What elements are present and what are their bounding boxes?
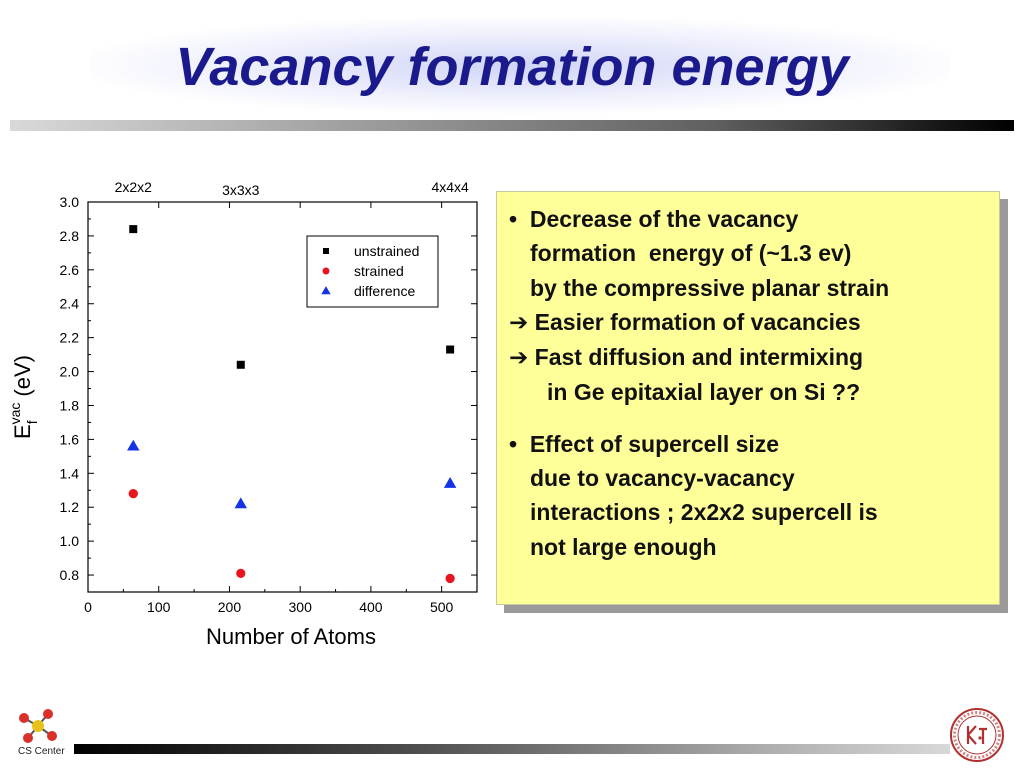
top-divider [10,120,1014,131]
note-line-9: interactions ; 2x2x2 supercell is [509,495,999,529]
bullet-2: • [509,430,518,457]
note-text-3: by the compressive planar strain [530,274,890,301]
note-line-5: ➔ Fast diffusion and intermixing [509,340,999,375]
legend-marker-strained [322,267,330,275]
note-text-4: Easier formation of vacancies [534,308,861,335]
note-text-10: not large enough [530,533,717,560]
note-line-8: due to vacancy-vacancy [509,461,999,495]
data-point-unstrained [236,360,245,369]
x-tick-label: 400 [359,599,383,615]
x-tick-label: 100 [147,599,171,615]
slide-title: Vacancy formation energy [175,37,849,97]
x-tick-label: 300 [289,599,313,615]
data-point-difference [234,497,248,509]
y-tick-label: 1.6 [60,431,80,447]
note-text-2: formation energy of (~1.3 ev) [530,240,852,267]
data-point-strained [445,573,455,584]
note-line-3: by the compressive planar strain [509,271,999,305]
y-tick-label: 1.2 [60,499,80,515]
x-tick-label: 200 [218,599,242,615]
scatter-chart: 0 100 200 300 400 500 0.8 1.0 1.2 1.4 1.6 1.8 2.0 2.2… [7,179,478,649]
y-tick-label: 1.8 [60,397,80,413]
note-line-10: not large enough [509,530,999,564]
y-axis-title-sup: vac [7,403,23,425]
arrow-icon: ➔ [509,345,529,372]
arrow-icon: ➔ [509,309,529,336]
note-text-6: in Ge epitaxial layer on Si ?? [547,379,861,406]
data-point-unstrained [446,345,455,354]
y-axis-title: Efvac (eV) [7,355,40,439]
y-axis-title-sub: f [24,420,40,424]
supercell-label: 2x2x2 [115,179,153,195]
supercell-label: 3x3x3 [222,182,260,198]
y-tick-label: 1.4 [60,465,80,481]
legend-label-strained: strained [354,263,404,279]
note-text-7: Effect of supercell size [529,430,780,457]
notes-box: • Decrease of the vacancy formation ener… [496,191,1000,605]
bottom-divider [74,744,950,754]
y-tick-label: 3.0 [60,194,80,210]
y-tick-label: 2.0 [60,364,80,380]
data-point-strained [236,568,246,578]
y-axis-title-main: E [10,424,35,439]
legend-label-unstrained: unstrained [354,243,419,259]
y-tick-label: 0.8 [60,567,80,583]
note-line-7: • Effect of supercell size [509,427,999,461]
note-text-8: due to vacancy-vacancy [530,465,795,492]
legend-marker-unstrained [323,248,329,254]
note-line-4: ➔ Easier formation of vacancies [509,305,999,340]
cs-center-logo-icon [19,709,57,743]
data-point-unstrained [129,225,138,234]
note-text-5: Fast diffusion and intermixing [534,344,864,371]
bullet-1: • [509,206,518,232]
note-line-2: formation energy of (~1.3 ev) [509,236,999,270]
y-tick-label: 2.8 [60,228,80,244]
data-point-difference [127,439,140,451]
note-line-1: • Decrease of the vacancy [509,202,999,236]
chart-legend: unstrained strained difference [306,235,439,308]
legend-marker-difference [321,286,331,295]
legend-label-difference: difference [354,283,415,299]
supercell-label: 4x4x4 [431,179,469,195]
note-text-9: interactions ; 2x2x2 supercell is [530,499,878,526]
kist-seal-icon [950,708,1004,762]
cs-center-label: CS Center [18,746,65,757]
svg-text:Efvac(eV): Efvac (eV) [7,355,40,439]
title-glow [90,18,950,113]
note-line-6: in Ge epitaxial layer on Si ?? [509,375,999,409]
y-tick-label: 1.0 [60,533,80,549]
y-tick-label: 2.2 [60,330,80,346]
data-point-strained [128,489,138,499]
y-tick-label: 2.6 [60,262,80,278]
y-tick-label: 2.4 [60,296,80,312]
mark-layer [127,225,457,584]
x-tick-label: 0 [84,599,92,615]
x-tick-label: 500 [430,599,454,615]
x-axis-title: Number of Atoms [206,624,376,649]
data-point-difference [443,477,457,488]
y-axis-title-unit: (eV) [10,355,35,397]
note-text-1: Decrease of the vacancy [529,206,799,232]
tick-layer: 0 100 200 300 400 500 0.8 1.0 1.2 1.4 1.6 1.8 2.0 2.2… [60,179,477,615]
